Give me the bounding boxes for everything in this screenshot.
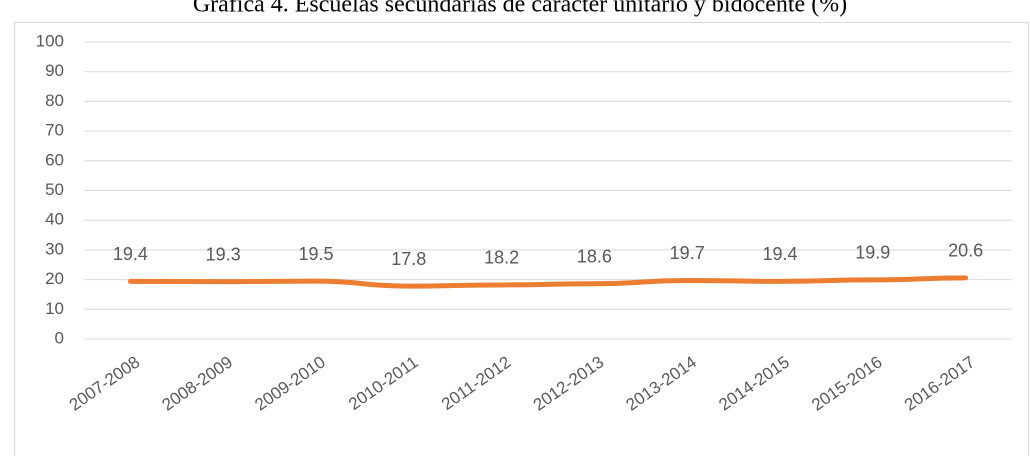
x-tick-label: 2016-2017: [901, 352, 979, 414]
data-line: [127, 275, 969, 289]
data-label: 19.5: [298, 244, 333, 264]
x-tick-label: 2011-2012: [438, 352, 514, 413]
chart-title: Gráfica 4. Escuelas secundarias de carác…: [193, 0, 847, 18]
x-tick-label: 2010-2011: [345, 352, 421, 413]
x-tick-label: 2007-2008: [66, 352, 144, 414]
y-tick-label: 30: [45, 239, 64, 258]
data-label: 20.6: [948, 241, 983, 261]
x-tick-label: 2013-2014: [623, 352, 701, 414]
y-tick-label: 90: [45, 61, 64, 80]
y-tick-label: 50: [45, 180, 64, 199]
y-tick-label: 20: [45, 269, 64, 288]
y-tick-label: 40: [45, 210, 64, 229]
x-tick-label: 2015-2016: [808, 352, 886, 414]
data-label: 19.7: [670, 243, 705, 263]
data-label: 18.2: [484, 248, 519, 268]
y-tick-label: 0: [55, 328, 64, 347]
data-label: 19.3: [206, 244, 241, 264]
data-label: 17.8: [391, 249, 426, 269]
x-tick-label: 2008-2009: [159, 352, 237, 414]
data-label: 19.9: [855, 243, 890, 263]
y-tick-label: 10: [45, 299, 64, 318]
data-label: 19.4: [113, 244, 148, 264]
x-tick-label: 2012-2013: [530, 352, 608, 414]
y-tick-label: 80: [45, 91, 64, 110]
y-tick-label: 60: [45, 150, 64, 169]
y-tick-label: 100: [36, 31, 64, 50]
data-label: 19.4: [762, 244, 797, 264]
x-tick-label: 2009-2010: [251, 352, 329, 414]
x-tick-label: 2014-2015: [715, 352, 793, 414]
chart-frame: [14, 22, 1029, 456]
y-tick-label: 70: [45, 121, 64, 140]
data-label: 18.6: [577, 247, 612, 267]
